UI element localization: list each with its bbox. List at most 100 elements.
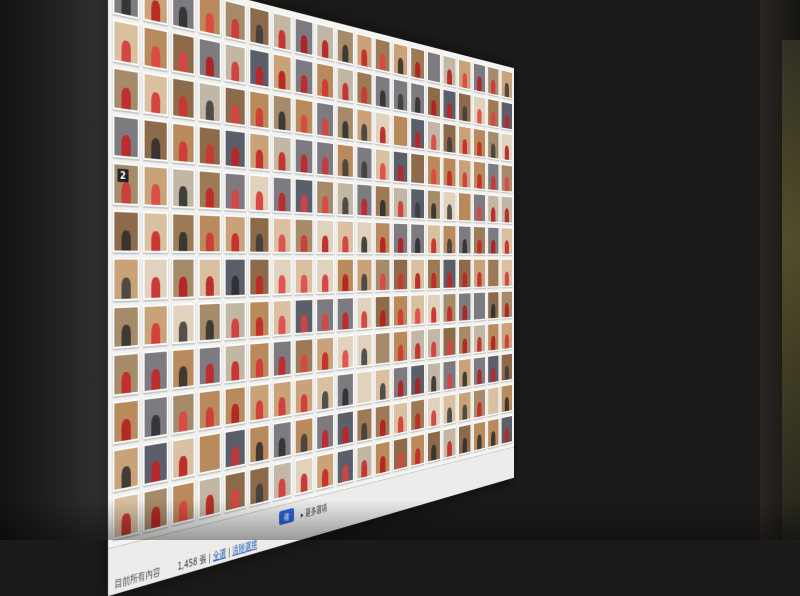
photo-thumbnail[interactable] <box>336 409 354 447</box>
photo-thumbnail[interactable] <box>224 85 246 127</box>
photo-thumbnail[interactable] <box>487 385 500 417</box>
photo-thumbnail[interactable] <box>458 390 472 423</box>
photo-thumbnail[interactable] <box>410 223 425 255</box>
photo-thumbnail[interactable] <box>442 392 457 426</box>
photo-thumbnail[interactable] <box>316 140 334 178</box>
photo-thumbnail[interactable] <box>458 324 472 356</box>
photo-thumbnail[interactable] <box>248 340 270 381</box>
photo-thumbnail[interactable] <box>356 369 373 406</box>
photo-thumbnail[interactable] <box>392 294 409 327</box>
photo-thumbnail[interactable] <box>171 435 196 481</box>
photo-thumbnail[interactable] <box>473 323 486 354</box>
photo-thumbnail[interactable] <box>198 125 222 168</box>
photo-thumbnail[interactable] <box>316 101 334 139</box>
photo-thumbnail[interactable] <box>501 100 513 131</box>
photo-thumbnail[interactable] <box>272 460 292 501</box>
photo-thumbnail[interactable] <box>426 361 441 394</box>
photo-thumbnail[interactable] <box>316 412 334 451</box>
photo-thumbnail[interactable] <box>374 439 391 476</box>
photo-thumbnail[interactable] <box>224 171 246 212</box>
photo-thumbnail[interactable] <box>294 416 314 456</box>
photo-thumbnail[interactable] <box>142 164 168 208</box>
photo-thumbnail[interactable] <box>392 365 409 400</box>
photo-thumbnail[interactable] <box>392 41 409 78</box>
photo-thumbnail[interactable] <box>224 427 246 470</box>
photo-thumbnail[interactable] <box>501 289 513 319</box>
photo-thumbnail[interactable] <box>501 132 513 162</box>
photo-thumbnail[interactable] <box>294 376 314 416</box>
photo-thumbnail[interactable] <box>426 189 441 221</box>
photo-thumbnail[interactable] <box>356 32 373 70</box>
photo-thumbnail[interactable] <box>501 321 513 351</box>
photo-thumbnail[interactable] <box>224 128 246 170</box>
photo-thumbnail[interactable] <box>392 436 409 472</box>
photo-thumbnail[interactable] <box>426 292 441 325</box>
photo-thumbnail[interactable] <box>112 18 140 67</box>
photo-thumbnail[interactable] <box>272 134 292 174</box>
photo-thumbnail[interactable] <box>248 5 270 48</box>
photo-thumbnail[interactable] <box>501 68 513 100</box>
photo-thumbnail[interactable] <box>198 474 222 520</box>
photo-thumbnail[interactable] <box>198 388 222 431</box>
photo-thumbnail[interactable] <box>171 391 196 435</box>
photo-thumbnail[interactable] <box>248 299 270 339</box>
photo-thumbnail[interactable] <box>316 22 334 62</box>
photo-thumbnail[interactable] <box>501 163 513 194</box>
photo-thumbnail[interactable] <box>142 349 168 393</box>
photo-thumbnail[interactable] <box>142 258 168 300</box>
photo-thumbnail[interactable] <box>294 57 314 97</box>
photo-thumbnail[interactable] <box>487 129 500 161</box>
photo-thumbnail[interactable] <box>272 339 292 378</box>
photo-thumbnail[interactable] <box>224 258 246 297</box>
photo-thumbnail[interactable] <box>374 37 391 74</box>
photo-thumbnail[interactable] <box>272 419 292 460</box>
photo-thumbnail[interactable] <box>336 104 354 142</box>
photo-thumbnail[interactable] <box>316 335 334 373</box>
photo-thumbnail[interactable] <box>426 395 441 429</box>
photo-thumbnail[interactable] <box>112 304 140 349</box>
photo-thumbnail[interactable] <box>410 363 425 397</box>
photo-thumbnail[interactable] <box>272 93 292 134</box>
photo-thumbnail[interactable] <box>171 167 196 210</box>
photo-thumbnail[interactable] <box>473 127 486 159</box>
photo-thumbnail[interactable] <box>473 387 486 420</box>
photo-thumbnail[interactable] <box>487 258 500 288</box>
photo-thumbnail[interactable] <box>374 147 391 183</box>
photo-thumbnail[interactable] <box>142 0 168 26</box>
photo-thumbnail[interactable] <box>442 122 457 155</box>
photo-thumbnail[interactable] <box>410 328 425 362</box>
photo-thumbnail[interactable] <box>336 27 354 66</box>
photo-thumbnail[interactable] <box>426 223 441 255</box>
photo-thumbnail[interactable] <box>316 258 334 294</box>
photo-thumbnail[interactable] <box>171 76 196 121</box>
photo-thumbnail[interactable] <box>487 290 500 320</box>
photo-thumbnail[interactable] <box>392 222 409 255</box>
clear-selection-link[interactable]: 清除選擇 <box>232 540 258 558</box>
photo-thumbnail[interactable] <box>426 154 441 187</box>
photo-thumbnail[interactable] <box>198 0 222 38</box>
photo-thumbnail[interactable] <box>316 297 334 333</box>
photo-thumbnail[interactable] <box>294 455 314 496</box>
photo-thumbnail[interactable] <box>171 346 196 390</box>
photo-thumbnail[interactable] <box>374 294 391 329</box>
photo-thumbnail[interactable] <box>356 406 373 443</box>
photo-thumbnail[interactable] <box>501 383 513 414</box>
photo-thumbnail[interactable] <box>316 374 334 412</box>
photo-thumbnail[interactable] <box>426 84 441 119</box>
photo-thumbnail[interactable] <box>171 258 196 299</box>
photo-thumbnail[interactable] <box>487 65 500 97</box>
photo-thumbnail[interactable] <box>272 258 292 296</box>
photo-thumbnail[interactable] <box>171 212 196 254</box>
photo-thumbnail[interactable] <box>142 211 168 254</box>
photo-thumbnail[interactable] <box>458 158 472 190</box>
photo-thumbnail[interactable] <box>336 258 354 293</box>
photo-thumbnail[interactable] <box>142 303 168 347</box>
photo-thumbnail[interactable] <box>198 169 222 211</box>
photo-thumbnail[interactable] <box>142 394 168 440</box>
photo-thumbnail[interactable] <box>142 485 168 533</box>
photo-thumbnail[interactable] <box>224 42 246 85</box>
photo-thumbnail[interactable] <box>392 186 409 220</box>
photo-thumbnail[interactable] <box>336 65 354 104</box>
photo-thumbnail[interactable] <box>487 194 500 224</box>
photo-thumbnail[interactable] <box>458 357 472 389</box>
